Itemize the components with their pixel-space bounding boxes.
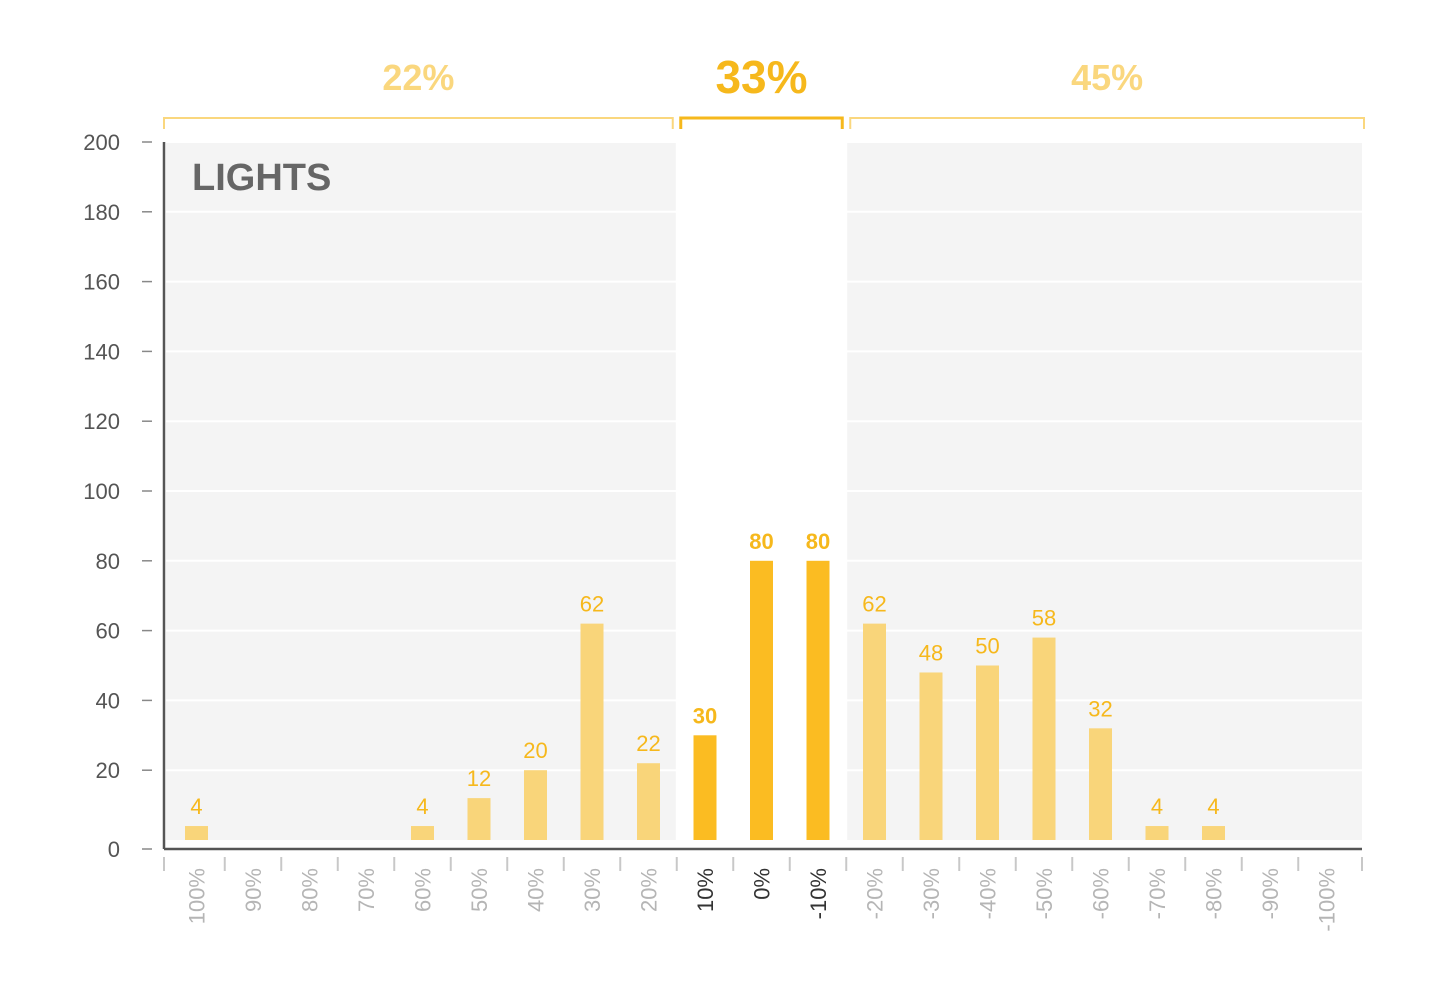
bar-label--70%: 4: [1151, 794, 1163, 819]
bar-label-40%: 20: [523, 738, 547, 763]
y-tick-label: 0: [108, 837, 120, 862]
x-tick-label-100%: 100%: [185, 868, 210, 924]
bar-label-50%: 12: [467, 766, 491, 791]
x-tick-label--60%: -60%: [1089, 868, 1114, 919]
bars: [185, 560, 1225, 840]
x-tick-label-0%: 0%: [750, 868, 775, 900]
bar-20%: [637, 763, 660, 840]
bar--60%: [1089, 728, 1112, 840]
bar-label-20%: 22: [636, 731, 660, 756]
group-label-1: 22%: [382, 57, 454, 98]
bar--30%: [919, 672, 943, 840]
x-tick-label--50%: -50%: [1032, 868, 1057, 919]
x-axis-ticks: 100% 90% 80% 70% 60% 50% 40% 30% 20% 10% 0% -10% -20…: [163, 857, 1363, 932]
x-tick-label--90%: -90%: [1258, 868, 1283, 919]
bar-labels: 4 4 12 20 62 22 30 80 80 62 48 50 58 32 4 4: [190, 529, 1219, 819]
bar--80%: [1202, 826, 1225, 840]
bar-label-0%: 80: [749, 529, 773, 554]
bar-label--50%: 58: [1032, 606, 1056, 631]
y-tick-label: 20: [96, 758, 120, 783]
bar--40%: [976, 665, 999, 840]
group-label-2: 33%: [715, 51, 807, 103]
bar-100%: [185, 826, 208, 840]
x-tick-label--80%: -80%: [1202, 868, 1227, 919]
bar-label-60%: 4: [416, 794, 428, 819]
axes: [162, 142, 1362, 851]
y-tick-label: 100: [83, 479, 120, 504]
x-tick-label--40%: -40%: [976, 868, 1001, 919]
bar-label--60%: 32: [1088, 696, 1112, 721]
y-tick-label: 80: [96, 549, 120, 574]
bar-50%: [467, 798, 491, 840]
y-tick-label: 140: [83, 339, 120, 364]
bar-label--10%: 80: [806, 529, 830, 554]
group-bracket-3: [849, 117, 1365, 129]
x-tick-label-90%: 90%: [241, 868, 266, 912]
bar--50%: [1032, 637, 1056, 840]
bar-label-30%: 62: [580, 592, 604, 617]
y-axis-ticks: 0 20 40 60 80 100 120 140 160 180 200: [83, 130, 152, 862]
x-tick-label--70%: -70%: [1145, 868, 1170, 919]
bar-label-10%: 30: [693, 703, 717, 728]
x-tick-label-60%: 60%: [411, 868, 436, 912]
bar-40%: [524, 770, 547, 840]
y-tick-label: 160: [83, 270, 120, 295]
x-tick-label-50%: 50%: [467, 868, 492, 912]
y-tick-label: 60: [96, 619, 120, 644]
bar-0%: [750, 560, 773, 840]
x-tick-label-10%: 10%: [693, 868, 718, 912]
bar-label--80%: 4: [1207, 794, 1219, 819]
group-brackets: 22% 33% 45%: [163, 51, 1365, 129]
chart-title: LIGHTS: [192, 157, 331, 199]
x-tick-label-70%: 70%: [354, 868, 379, 912]
bar-label--40%: 50: [975, 634, 999, 659]
x-tick-label-40%: 40%: [524, 868, 549, 912]
group-label-3: 45%: [1071, 57, 1143, 98]
bar-label--20%: 62: [862, 592, 886, 617]
bar-30%: [580, 623, 604, 840]
y-tick-label: 120: [83, 409, 120, 434]
group-bracket-2: [679, 116, 844, 129]
x-tick-label-30%: 30%: [580, 868, 605, 912]
bar--70%: [1145, 826, 1169, 840]
x-tick-label--20%: -20%: [863, 868, 888, 919]
x-tick-label-20%: 20%: [637, 868, 662, 912]
y-tick-label: 180: [83, 200, 120, 225]
bar-10%: [693, 735, 717, 840]
bar-60%: [411, 826, 434, 840]
bar--10%: [806, 560, 830, 840]
group-bracket-1: [163, 117, 674, 129]
x-tick-label--10%: -10%: [806, 868, 831, 919]
bar-label--30%: 48: [919, 640, 943, 665]
x-tick-label-80%: 80%: [298, 868, 323, 912]
bar-label-100%: 4: [190, 794, 202, 819]
x-tick-label--100%: -100%: [1315, 868, 1340, 932]
y-tick-label: 40: [96, 688, 120, 713]
y-tick-label: 200: [83, 130, 120, 155]
x-tick-label--30%: -30%: [919, 868, 944, 919]
bar--20%: [863, 623, 886, 840]
